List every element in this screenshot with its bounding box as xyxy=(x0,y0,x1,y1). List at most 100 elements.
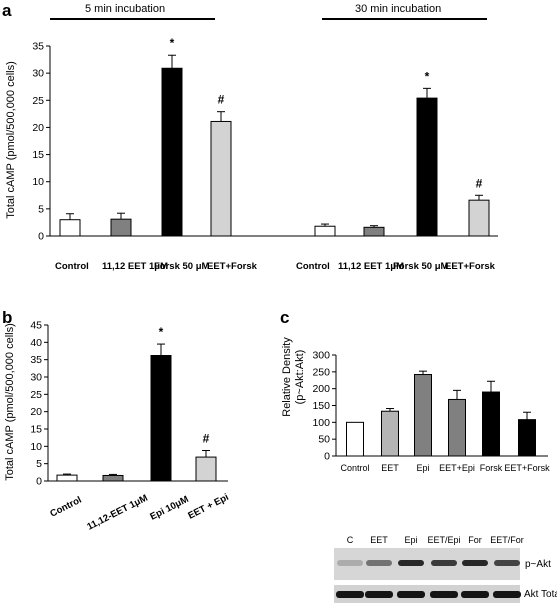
blot-band-akt-total xyxy=(336,591,364,598)
category-label-c-eetepi: EET+Epi xyxy=(439,463,475,473)
a-significance-marker: # xyxy=(476,176,483,190)
a-y-tick-label: 15 xyxy=(32,149,44,161)
blot-lane-label-epi: Epi xyxy=(404,535,417,545)
a-bar xyxy=(59,219,81,237)
a-bar xyxy=(210,120,232,237)
blot-band-p-akt xyxy=(431,560,457,566)
blot-band-akt-total xyxy=(461,591,489,598)
blot-lane-label-for: For xyxy=(468,535,482,545)
a-significance-marker: # xyxy=(218,93,225,107)
a-bar xyxy=(468,199,490,237)
b-y-tick-label: 0 xyxy=(36,476,42,488)
panel-b-chart: Total cAMP (pmol/500,000 cells) 0 5 10 15 20… xyxy=(4,320,231,533)
a-y-tick-label: 5 xyxy=(38,203,44,215)
panel-label-a: a xyxy=(2,1,12,20)
category-label-a-forsk-5min: Forsk 50 μM xyxy=(154,261,210,272)
b-bar xyxy=(56,474,78,482)
category-label-a-eet-30min: 11,12 EET 1μM xyxy=(338,261,404,272)
a-y-tick-label: 10 xyxy=(32,176,44,188)
c-bar xyxy=(346,421,364,457)
panel-label-c: c xyxy=(280,308,289,327)
b-y-tick-label: 15 xyxy=(30,424,42,436)
blot-band-akt-total xyxy=(430,591,458,598)
b-y-tick-label: 10 xyxy=(30,441,42,453)
c-bar xyxy=(414,374,432,457)
category-label-c-control: Control xyxy=(340,463,369,473)
category-label-a-control-30min: Control xyxy=(296,261,330,272)
a-significance-marker: * xyxy=(170,36,175,50)
category-label-b-epi: Epi 10μM xyxy=(148,494,190,523)
y-axis-label-b: Total cAMP (pmol/500,000 cells) xyxy=(4,323,16,481)
blot-band-p-akt xyxy=(494,560,520,566)
blot-band-p-akt xyxy=(462,560,488,566)
blot-strip-p-akt xyxy=(334,548,520,580)
c-bar xyxy=(518,419,536,457)
panel-a-chart: 5 min incubation 30 min incubation Total… xyxy=(5,3,498,272)
b-y-tick-label: 35 xyxy=(30,354,42,366)
y-axis-label-c-line2: (p~Akt:Akt) xyxy=(294,350,306,405)
blot-row-label-akt-total: Akt Total xyxy=(524,589,557,600)
b-y-tick-label: 20 xyxy=(30,406,42,418)
b-bar xyxy=(150,355,172,482)
a-bar xyxy=(363,226,385,237)
category-label-c-eet: EET xyxy=(381,463,399,473)
c-y-tick-label: 0 xyxy=(324,451,330,463)
category-label-b-control: Control xyxy=(48,495,83,520)
category-label-b-eetepi: EET + Epi xyxy=(186,492,230,522)
category-label-c-eetforsk: EET+Forsk xyxy=(504,463,550,473)
incubation-label-5min: 5 min incubation xyxy=(85,3,165,15)
category-label-c-forsk: Forsk xyxy=(480,463,503,473)
category-label-a-forsk-30min: Forsk 50 μM xyxy=(393,261,449,272)
blot-lane-label-eetepi: EET/Epi xyxy=(427,535,460,545)
a-bar xyxy=(161,67,183,237)
b-y-tick-label: 5 xyxy=(36,458,42,470)
c-y-tick-label: 250 xyxy=(312,366,330,378)
b-significance-marker: # xyxy=(203,431,210,445)
c-bar xyxy=(448,398,466,457)
y-axis-label-c-line1: Relative Density xyxy=(281,337,293,417)
a-y-tick-label: 30 xyxy=(32,68,44,80)
a-significance-marker: * xyxy=(425,69,430,83)
a-bar xyxy=(314,225,336,237)
c-bar xyxy=(381,410,399,457)
category-label-c-epi: Epi xyxy=(416,463,429,473)
panel-label-b: b xyxy=(2,308,12,327)
panel-c-chart: Relative Density (p~Akt:Akt) 0 50 100 150 20… xyxy=(281,337,550,473)
blot-lane-label-eet: EET xyxy=(370,535,388,545)
incubation-label-30min: 30 min incubation xyxy=(355,3,441,15)
c-y-tick-label: 50 xyxy=(318,434,330,446)
blot-band-akt-total xyxy=(493,591,521,598)
blot-band-p-akt xyxy=(366,560,392,566)
b-y-tick-label: 40 xyxy=(30,337,42,349)
blot-band-akt-total xyxy=(397,591,425,598)
a-y-tick-label: 25 xyxy=(32,95,44,107)
a-y-tick-label: 35 xyxy=(32,41,44,53)
western-blot: C EET Epi EET/Epi For EET/For p~Akt Akt … xyxy=(334,535,557,603)
b-y-tick-label: 25 xyxy=(30,389,42,401)
category-label-a-eetforsk-30min: EET+Forsk xyxy=(445,261,496,272)
a-y-tick-label: 0 xyxy=(38,231,44,243)
b-bar xyxy=(195,456,217,482)
blot-strip-akt-total xyxy=(334,585,520,603)
blot-lane-label-c: C xyxy=(347,535,354,545)
c-bar xyxy=(482,391,500,457)
blot-band-akt-total xyxy=(365,591,393,598)
blot-band-p-akt xyxy=(337,560,363,566)
c-y-tick-label: 100 xyxy=(312,417,330,429)
blot-band-p-akt xyxy=(398,560,424,566)
blot-row-label-p-akt: p~Akt xyxy=(525,559,551,570)
a-y-tick-label: 20 xyxy=(32,122,44,134)
blot-lane-label-eetfor: EET/For xyxy=(490,535,524,545)
c-y-tick-label: 150 xyxy=(312,400,330,412)
category-label-a-control-5min: Control xyxy=(55,261,89,272)
c-y-tick-label: 300 xyxy=(312,350,330,362)
category-label-b-eet: 11,12-EET 1μM xyxy=(85,493,149,533)
b-y-tick-label: 30 xyxy=(30,372,42,384)
b-bar xyxy=(102,474,124,482)
category-label-a-eetforsk-5min: EET+Forsk xyxy=(207,261,258,272)
b-significance-marker: * xyxy=(159,325,164,339)
y-axis-label-a: Total cAMP (pmol/500,000 cells) xyxy=(5,61,17,219)
a-bar xyxy=(416,97,438,237)
a-bar xyxy=(110,218,132,237)
